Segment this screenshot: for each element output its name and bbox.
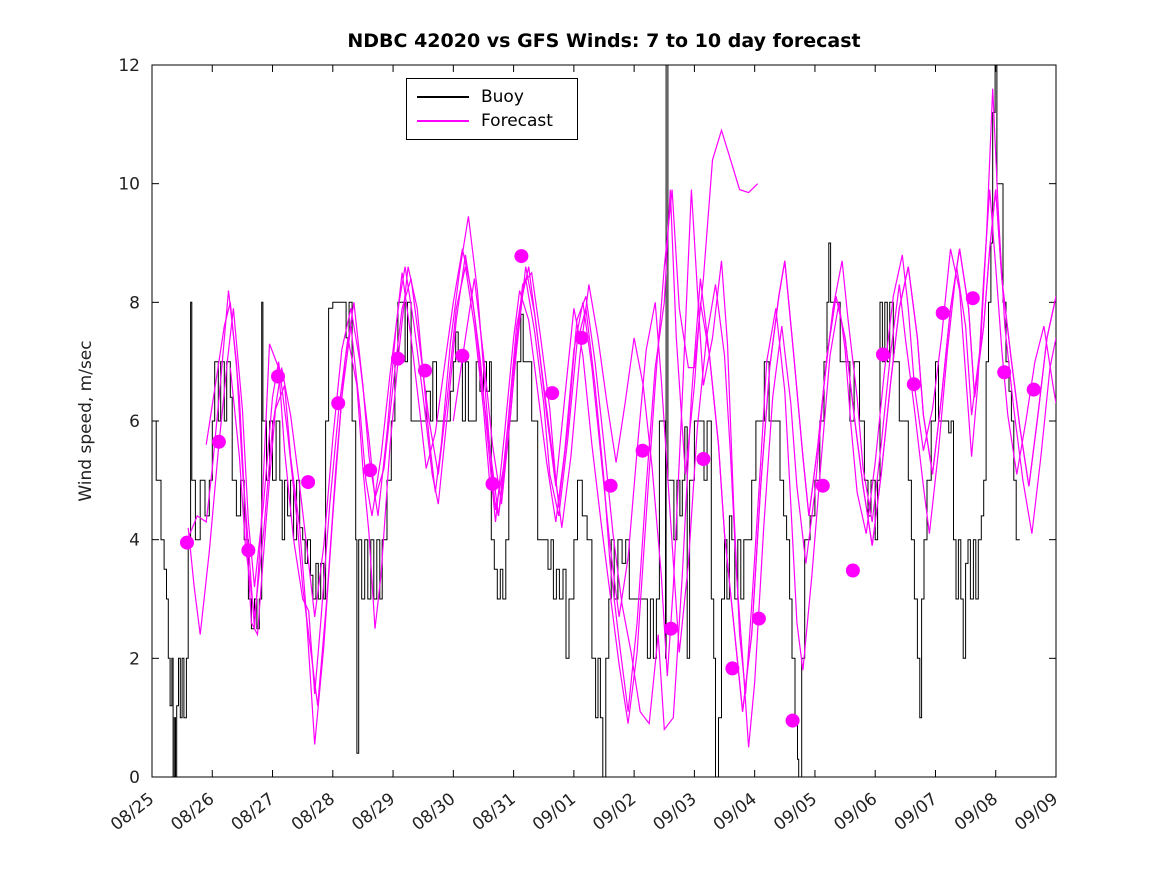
x-tick-label: 09/08 (951, 789, 1002, 835)
y-tick-label: 0 (129, 768, 140, 788)
buoy-line (152, 65, 1020, 777)
x-tick-label: 09/06 (830, 789, 881, 835)
forecast-marker-dot (751, 611, 766, 626)
forecast-marker-dot (574, 330, 589, 345)
forecast-marker-dot (545, 386, 560, 401)
legend-label-buoy: Buoy (481, 87, 524, 107)
x-tick-labels: 08/25 08/26 08/27 08/28 08/29 08/30 08/31 09/01… (107, 789, 1062, 835)
x-tick-label: 09/05 (770, 789, 821, 835)
forecast-marker-dot (301, 475, 316, 490)
y-tick-label: 12 (118, 56, 140, 76)
forecast-marker-dot (363, 463, 378, 478)
x-tick-label: 08/30 (408, 789, 459, 835)
forecast-marker-dot (514, 249, 529, 264)
forecast-marker-dot (876, 347, 890, 362)
legend-item-buoy: Buoy (417, 85, 567, 109)
forecast-marker-dot (180, 535, 194, 550)
x-tick-label: 08/31 (469, 789, 520, 835)
forecast-marker-dot (603, 478, 618, 493)
forecast-marker-dot (485, 476, 500, 491)
y-tick-label: 2 (129, 649, 140, 669)
buoy-line-swatch (417, 96, 469, 98)
forecast-line (184, 189, 1056, 694)
x-tick-label: 08/25 (107, 789, 158, 835)
x-tick-label: 08/26 (167, 789, 218, 835)
chart-title: NDBC 42020 vs GFS Winds: 7 to 10 day for… (347, 30, 861, 52)
legend-label-forecast: Forecast (481, 111, 553, 131)
x-tick-label: 09/03 (650, 789, 701, 835)
series-group (152, 65, 1056, 777)
axis-ticks (151, 64, 1057, 778)
forecast-marker-dot (1026, 382, 1041, 397)
forecast-marker-dot (997, 365, 1012, 380)
forecast-line-swatch (417, 120, 469, 122)
x-tick-label: 08/27 (228, 789, 279, 835)
forecast-line (229, 189, 1056, 712)
forecast-marker-dot (418, 363, 432, 378)
legend: Buoy Forecast (406, 78, 578, 140)
forecast-marker-dot (271, 369, 285, 384)
forecast-markers (180, 249, 1041, 728)
y-tick-label: 10 (118, 175, 140, 195)
forecast-marker-dot (211, 434, 226, 449)
forecast-line (187, 88, 1056, 748)
x-tick-label: 09/01 (529, 789, 580, 835)
x-tick-label: 09/09 (1011, 789, 1062, 835)
forecast-marker-dot (965, 291, 980, 306)
forecast-marker-dot (785, 713, 800, 728)
forecast-marker-dot (845, 563, 860, 578)
forecast-marker-dot (635, 443, 650, 458)
forecast-marker-dot (935, 306, 950, 320)
x-tick-label: 09/04 (710, 789, 761, 835)
forecast-marker-dot (725, 661, 740, 676)
forecast-marker-dot (390, 351, 405, 366)
forecast-marker-dot (455, 348, 470, 363)
forecast-marker-dot (241, 543, 256, 558)
forecast-marker-dot (331, 396, 346, 411)
legend-item-forecast: Forecast (417, 109, 567, 133)
x-tick-label: 08/29 (348, 789, 399, 835)
forecast-marker-dot (696, 452, 711, 466)
y-tick-label: 6 (129, 412, 140, 432)
x-tick-label: 09/02 (589, 789, 640, 835)
forecast-line (452, 128, 759, 724)
forecast-marker-dot (815, 478, 830, 493)
x-tick-label: 08/28 (288, 789, 339, 835)
y-tick-label: 8 (129, 293, 140, 313)
forecast-marker-dot (663, 621, 678, 636)
x-tick-label: 09/07 (891, 789, 942, 835)
y-tick-label: 4 (129, 531, 140, 551)
y-tick-labels: 0 2 4 6 8 10 12 (118, 56, 140, 788)
forecast-marker-dot (906, 377, 921, 392)
